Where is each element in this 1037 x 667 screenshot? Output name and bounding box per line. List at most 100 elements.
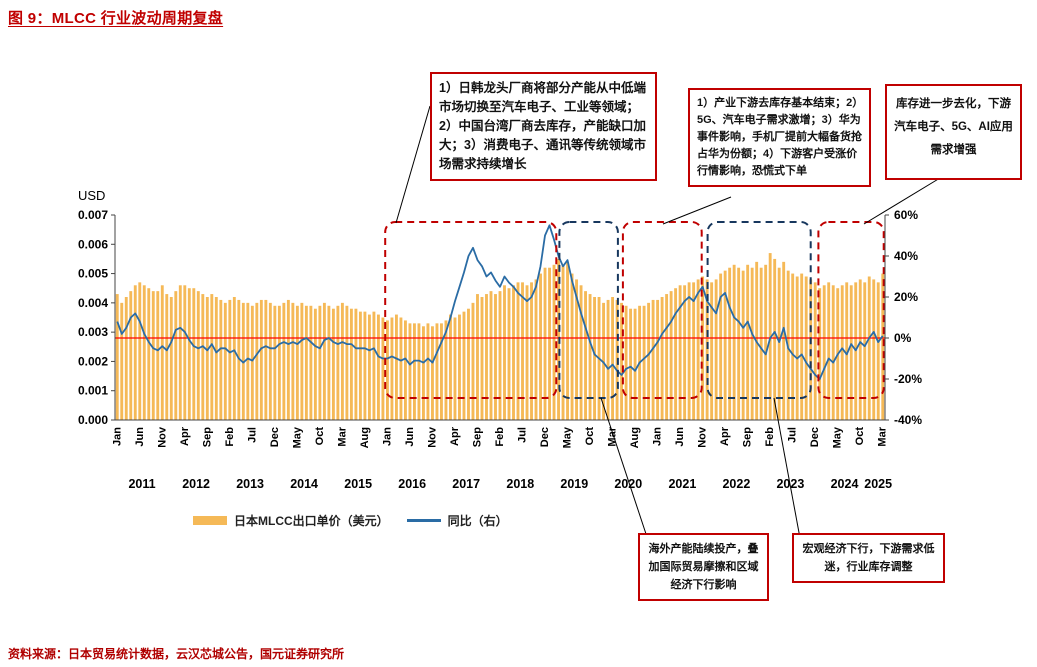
x-axis-month-tick: Nov — [427, 426, 439, 448]
x-axis-month-tick: Aug — [629, 427, 641, 448]
price-bar — [255, 302, 259, 420]
price-bar — [489, 291, 493, 420]
price-bar — [376, 314, 380, 420]
price-bar — [570, 273, 574, 420]
price-bar — [295, 305, 299, 420]
x-axis-month-tick: Jun — [404, 427, 416, 447]
price-bar — [142, 285, 146, 420]
price-bar — [313, 308, 317, 420]
price-bar — [440, 323, 443, 420]
price-bar — [552, 264, 556, 420]
price-bar — [124, 297, 128, 420]
annotation-connector-4 — [600, 397, 649, 541]
price-bar — [151, 291, 155, 420]
price-bar — [431, 326, 434, 420]
price-bar — [169, 297, 173, 420]
x-axis-month-tick: Jan — [111, 427, 123, 446]
price-bar — [331, 308, 335, 420]
x-axis-year-label: 2016 — [398, 477, 426, 491]
annotation-connector-1 — [395, 105, 431, 224]
x-axis-month-tick: Jun — [674, 427, 686, 447]
price-bar — [728, 267, 732, 420]
price-bar — [214, 297, 218, 420]
price-bar — [669, 291, 673, 420]
left-axis-tick: 0.000 — [78, 413, 108, 427]
x-axis-month-tick: Oct — [584, 427, 596, 446]
price-bar — [719, 273, 723, 420]
price-bar — [435, 323, 439, 420]
x-axis-year-label: 2018 — [506, 477, 534, 491]
price-bar — [201, 294, 205, 420]
right-axis-tick: -40% — [894, 413, 922, 427]
price-bar — [300, 302, 304, 420]
price-bar — [579, 285, 583, 420]
price-bar — [205, 297, 209, 420]
x-axis-month-tick: Sep — [742, 427, 754, 447]
price-bar — [426, 323, 430, 420]
price-bar — [534, 279, 538, 420]
price-bar — [219, 299, 223, 420]
price-bar — [444, 320, 448, 420]
x-axis-month-tick: Oct — [854, 427, 866, 446]
x-axis-month-tick: Jun — [134, 427, 146, 447]
x-axis-year-label: 2020 — [614, 477, 642, 491]
x-axis-month-tick: Jan — [652, 427, 664, 446]
left-axis-tick: 0.007 — [78, 208, 108, 222]
price-bar — [273, 305, 277, 420]
price-bar — [120, 302, 124, 420]
x-axis-month-tick: Sep — [472, 427, 484, 447]
price-bar — [462, 311, 466, 420]
x-axis-month-tick: Apr — [719, 426, 731, 446]
price-bar — [363, 311, 367, 420]
x-axis-month-tick: Feb — [224, 427, 236, 447]
price-bar — [187, 288, 191, 420]
x-axis-month-tick: Jan — [381, 427, 393, 446]
price-bar — [782, 261, 786, 420]
price-bar — [354, 308, 358, 420]
price-bar — [665, 294, 669, 420]
price-bar — [268, 302, 272, 420]
price-bar — [620, 302, 624, 420]
price-bar — [584, 291, 587, 420]
price-bar — [795, 276, 799, 420]
price-bar — [674, 288, 678, 420]
x-axis-month-tick: Jul — [246, 427, 258, 443]
price-bar — [485, 294, 488, 420]
annotation-connector-2 — [662, 196, 732, 225]
price-bar — [660, 297, 664, 420]
price-bar — [683, 285, 687, 420]
price-bar — [750, 267, 754, 420]
x-axis-year-label: 2013 — [236, 477, 264, 491]
x-axis-month-tick: May — [562, 426, 574, 448]
left-axis-tick: 0.002 — [78, 354, 108, 368]
price-bar — [160, 285, 164, 420]
price-bar — [543, 267, 547, 420]
highlight-period-4 — [706, 221, 812, 399]
annotation-destocking-2024: 库存进一步去化，下游汽车电子、5G、AI应用需求增强 — [885, 84, 1022, 180]
x-axis-year-label: 2011 — [128, 477, 155, 491]
price-bar — [804, 276, 808, 420]
price-bar — [566, 261, 569, 420]
left-axis-tick: 0.003 — [78, 325, 108, 339]
price-bar — [503, 285, 506, 420]
price-bars — [115, 253, 885, 420]
x-axis-month-tick: Aug — [359, 427, 371, 448]
x-axis-year-label: 2024 — [831, 477, 859, 491]
price-bar — [849, 285, 853, 420]
price-bar — [800, 273, 804, 420]
price-bar — [210, 294, 214, 420]
highlight-period-3 — [621, 221, 703, 399]
price-bar — [147, 288, 151, 420]
annotation-supply-shift-2016-2018: 1）日韩龙头厂商将部分产能从中低端市场切换至汽车电子、工业等领域；2）中国台湾厂… — [430, 72, 657, 181]
price-bar — [714, 279, 718, 420]
price-bar — [282, 302, 286, 420]
price-bar — [178, 285, 182, 420]
yoy-line — [116, 224, 884, 380]
price-bar — [327, 305, 331, 420]
price-bar — [228, 299, 232, 420]
price-bar — [156, 291, 160, 420]
price-bar — [476, 294, 479, 420]
price-bar — [647, 302, 651, 420]
x-axis-month-tick: Nov — [697, 426, 709, 448]
price-bar — [791, 273, 795, 420]
